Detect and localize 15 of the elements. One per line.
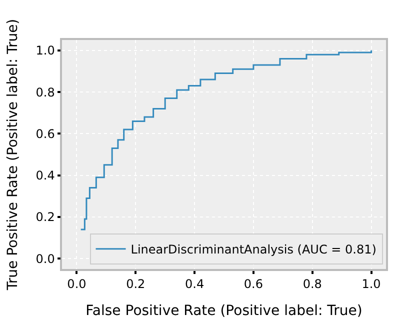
x-tick-label: 0.6 [244, 277, 263, 292]
x-axis-title: False Positive Rate (Positive label: True) [86, 302, 362, 319]
y-tick-label: 1.0 [36, 44, 55, 58]
x-tick-label: 0.4 [185, 277, 204, 292]
y-tick-label: 0.4 [36, 168, 55, 183]
y-tick-label: 0.8 [36, 85, 55, 100]
y-axis-title: True Positive Rate (Positive label: True) [4, 18, 21, 292]
x-tick-label: 0.0 [67, 277, 86, 292]
x-tick-label: 0.2 [126, 277, 146, 292]
legend-label: LinearDiscriminantAnalysis (AUC = 0.81) [130, 242, 376, 257]
y-tick-label: 0.0 [36, 252, 55, 266]
y-tick-label: 0.6 [36, 126, 55, 141]
y-tick-label: 0.2 [36, 210, 55, 224]
x-tick-label: 0.8 [302, 277, 322, 292]
x-tick-label: 1.0 [362, 277, 381, 292]
